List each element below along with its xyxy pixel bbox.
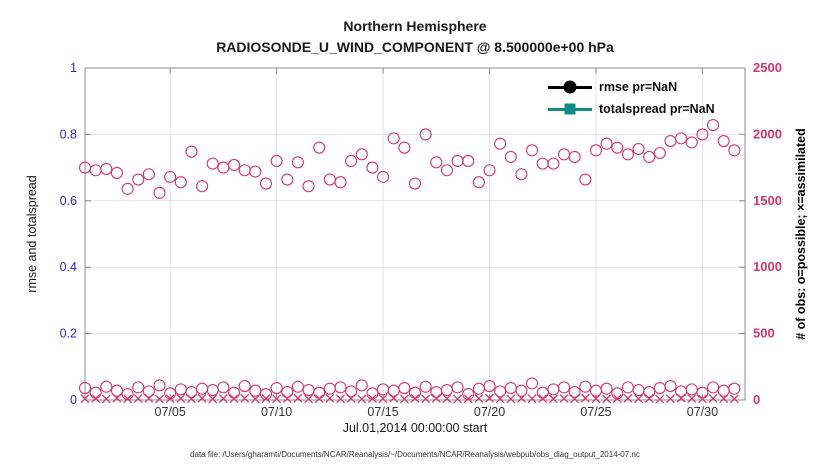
xtick-label: 07/10 xyxy=(261,405,292,419)
series-possible-obs-low xyxy=(78,377,741,401)
left-ytick-label: 0.2 xyxy=(60,327,77,341)
right-ytick-label: 1500 xyxy=(753,193,782,208)
legend-item-totalspread: totalspread pr=NaN xyxy=(548,98,715,120)
xtick-label: 07/05 xyxy=(155,405,186,419)
left-y-axis-label: rmse and totalspread xyxy=(25,175,39,293)
rmse-line-marker-icon xyxy=(548,76,592,98)
axes-box xyxy=(84,67,746,401)
xtick-label: 07/15 xyxy=(367,405,398,419)
legend-label-totalspread: totalspread pr=NaN xyxy=(599,102,715,116)
left-ytick-label: 0.8 xyxy=(60,127,77,141)
legend: rmse pr=NaN totalspread pr=NaN xyxy=(548,76,715,120)
right-ytick-label: 500 xyxy=(753,326,775,341)
data-file-caption: data file: /Users/gharamti/Documents/NCA… xyxy=(190,450,640,459)
tick-labels: 0 0.2 0.4 0.6 0.8 1 0 500 1000 1500 2000 2500 07/05 0… xyxy=(60,60,782,419)
left-ytick-label: 0 xyxy=(70,393,77,407)
legend-label-rmse: rmse pr=NaN xyxy=(599,80,678,94)
xtick-label: 07/30 xyxy=(687,405,718,419)
right-ytick-label: 2500 xyxy=(753,60,782,75)
right-y-axis-label: # of obs: o=possible; ×=assimilated xyxy=(794,128,808,340)
totalspread-line-marker-icon xyxy=(548,98,592,120)
left-ytick-label: 1 xyxy=(70,61,77,75)
chart-title-line2: RADIOSONDE_U_WIND_COMPONENT @ 8.500000e+… xyxy=(216,39,614,55)
xtick-label: 07/20 xyxy=(474,405,505,419)
left-ytick-label: 0.4 xyxy=(60,260,77,274)
legend-item-rmse: rmse pr=NaN xyxy=(548,76,715,98)
x-axis-label: Jul.01,2014 00:00:00 start xyxy=(342,421,488,435)
grid-lines xyxy=(85,67,745,401)
right-ytick-label: 1000 xyxy=(753,259,782,274)
series-assimilated-obs xyxy=(80,393,739,404)
right-ytick-label: 0 xyxy=(753,392,760,407)
series-possible-obs xyxy=(78,119,741,199)
left-ytick-label: 0.6 xyxy=(60,194,77,208)
xtick-label: 07/25 xyxy=(580,405,611,419)
chart-title-line1: Northern Hemisphere xyxy=(343,18,487,34)
right-ytick-label: 2000 xyxy=(753,126,782,141)
